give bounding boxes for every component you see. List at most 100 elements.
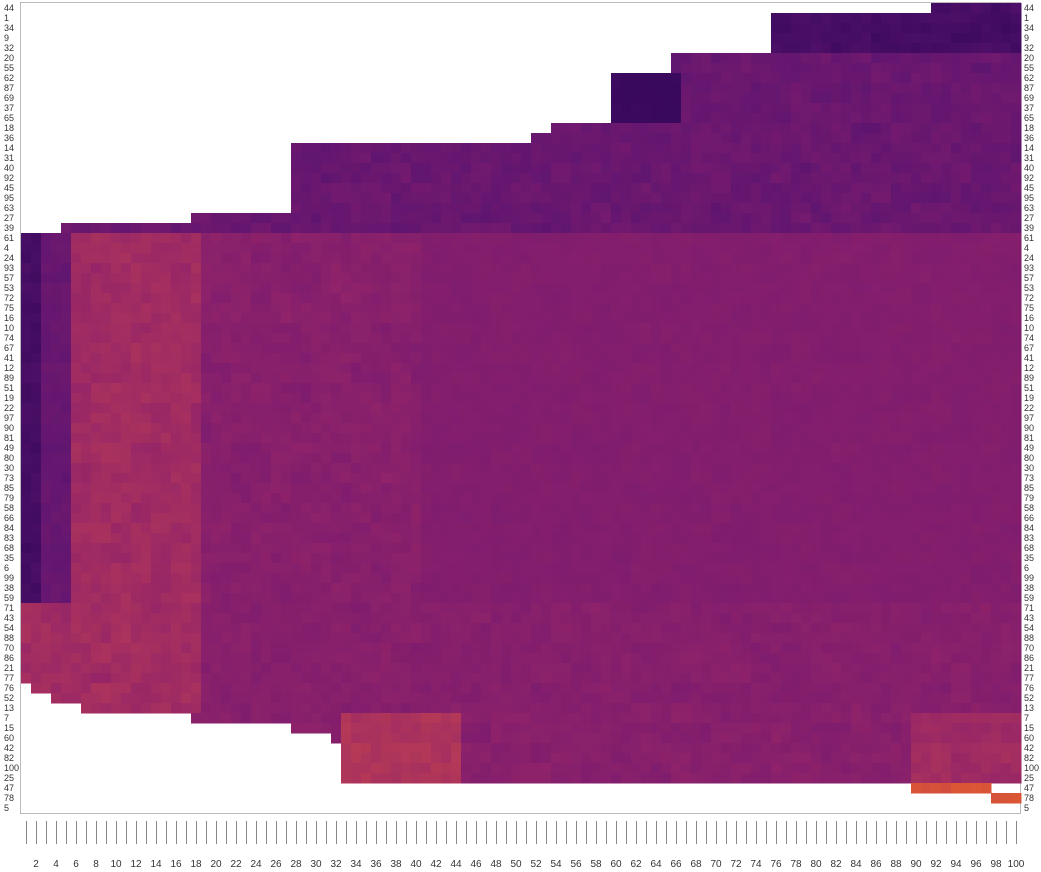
heatmap-cell bbox=[541, 533, 552, 544]
heatmap-cell bbox=[571, 573, 582, 584]
heatmap-cell bbox=[1011, 73, 1022, 84]
heatmap-cell bbox=[531, 173, 542, 184]
heatmap-cell bbox=[841, 23, 852, 34]
heatmap-cell bbox=[951, 443, 962, 454]
heatmap-cell bbox=[391, 143, 402, 154]
heatmap-cell bbox=[701, 123, 712, 134]
heatmap-cell bbox=[301, 603, 312, 614]
heatmap-cell bbox=[611, 223, 622, 234]
heatmap-cell bbox=[981, 603, 992, 614]
heatmap-cell bbox=[761, 93, 772, 104]
heatmap-cell bbox=[1001, 23, 1012, 34]
heatmap-cell bbox=[761, 213, 772, 224]
heatmap-cell bbox=[931, 63, 942, 74]
heatmap-cell bbox=[631, 193, 642, 204]
heatmap-cell bbox=[651, 603, 662, 614]
heatmap-cell bbox=[661, 493, 672, 504]
heatmap-cell bbox=[401, 563, 412, 574]
heatmap-cell bbox=[911, 333, 922, 344]
heatmap-cell bbox=[391, 493, 402, 504]
heatmap-cell bbox=[531, 373, 542, 384]
heatmap-cell bbox=[411, 213, 422, 224]
heatmap-cell bbox=[331, 603, 342, 614]
heatmap-cell bbox=[1001, 213, 1012, 224]
heatmap-cell bbox=[581, 583, 592, 594]
heatmap-cell bbox=[621, 223, 632, 234]
heatmap-cell bbox=[481, 243, 492, 254]
heatmap-cell bbox=[871, 453, 882, 464]
heatmap-cell bbox=[291, 523, 302, 534]
heatmap-cell bbox=[941, 23, 952, 34]
heatmap-cell bbox=[201, 493, 212, 504]
heatmap-cell bbox=[811, 73, 822, 84]
heatmap-cell bbox=[231, 363, 242, 374]
heatmap-cell bbox=[111, 233, 122, 244]
heatmap-cell bbox=[291, 583, 302, 594]
heatmap-cell bbox=[451, 463, 462, 474]
heatmap-cell bbox=[781, 483, 792, 494]
heatmap-cell bbox=[961, 363, 972, 374]
heatmap-cell bbox=[591, 453, 602, 464]
heatmap-cell bbox=[741, 473, 752, 484]
heatmap-cell bbox=[511, 183, 522, 194]
heatmap-cell bbox=[541, 513, 552, 524]
heatmap-cell bbox=[331, 203, 342, 214]
heatmap-cell bbox=[471, 523, 482, 534]
heatmap-cell bbox=[1001, 293, 1012, 304]
heatmap-cell bbox=[931, 363, 942, 374]
heatmap-cell bbox=[431, 153, 442, 164]
heatmap-cell bbox=[701, 523, 712, 534]
heatmap-cell bbox=[761, 343, 772, 354]
heatmap-cell bbox=[531, 433, 542, 444]
heatmap-cell bbox=[681, 373, 692, 384]
heatmap-cell bbox=[791, 53, 802, 64]
heatmap-cell bbox=[141, 563, 152, 574]
heatmap-cell bbox=[871, 293, 882, 304]
heatmap-cell bbox=[731, 273, 742, 284]
heatmap-cell bbox=[21, 573, 32, 584]
heatmap-cell bbox=[1011, 213, 1022, 224]
heatmap-cell bbox=[681, 383, 692, 394]
heatmap-cell bbox=[841, 213, 852, 224]
heatmap-cell bbox=[871, 213, 882, 224]
heatmap-cell bbox=[331, 513, 342, 524]
heatmap-cell bbox=[561, 383, 572, 394]
heatmap-cell bbox=[941, 503, 952, 514]
heatmap-cell bbox=[61, 573, 72, 584]
heatmap-cell bbox=[601, 333, 612, 344]
heatmap-cell bbox=[1001, 163, 1012, 174]
heatmap-cell bbox=[421, 433, 432, 444]
heatmap-cell bbox=[741, 513, 752, 524]
heatmap-cell bbox=[921, 133, 932, 144]
heatmap-cell bbox=[791, 173, 802, 184]
heatmap-cell bbox=[811, 53, 822, 64]
heatmap-cell bbox=[791, 123, 802, 134]
heatmap-cell bbox=[631, 493, 642, 504]
heatmap-cell bbox=[321, 543, 332, 554]
heatmap-cell bbox=[711, 223, 722, 234]
heatmap-cell bbox=[951, 473, 962, 484]
heatmap-cell bbox=[361, 473, 372, 484]
heatmap-cell bbox=[241, 313, 252, 324]
heatmap-cell bbox=[361, 183, 372, 194]
heatmap-cell bbox=[711, 103, 722, 114]
heatmap-cell bbox=[941, 163, 952, 174]
heatmap-cell bbox=[131, 483, 142, 494]
heatmap-cell bbox=[511, 603, 522, 614]
heatmap-cell bbox=[151, 323, 162, 334]
heatmap-cell bbox=[841, 523, 852, 534]
heatmap-cell bbox=[681, 453, 692, 464]
heatmap-cell bbox=[291, 173, 302, 184]
heatmap-cell bbox=[611, 533, 622, 544]
heatmap-cell bbox=[891, 503, 902, 514]
heatmap-cell bbox=[571, 443, 582, 454]
heatmap-cell bbox=[391, 413, 402, 424]
heatmap-cell bbox=[891, 13, 902, 24]
heatmap-cell bbox=[311, 203, 322, 214]
heatmap-cell bbox=[651, 393, 662, 404]
heatmap-cell bbox=[581, 323, 592, 334]
heatmap-cell bbox=[261, 583, 272, 594]
heatmap-cell bbox=[171, 533, 182, 544]
heatmap-cell bbox=[731, 343, 742, 354]
heatmap-cell bbox=[951, 193, 962, 204]
